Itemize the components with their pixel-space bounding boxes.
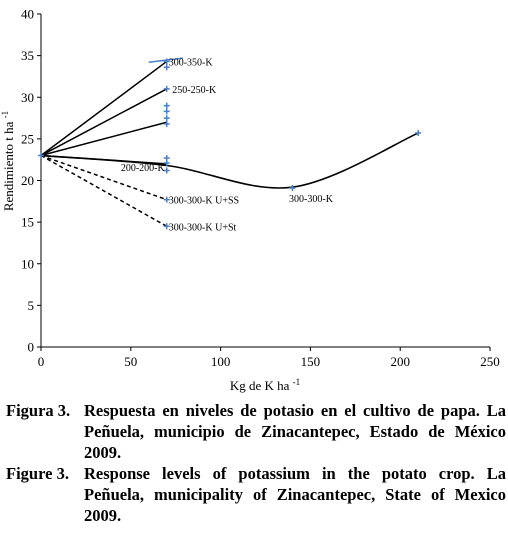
y-tick-label: 40 [21,7,34,22]
data-point-marker [38,152,44,159]
y-tick-label: 15 [21,215,34,230]
x-tick-label: 0 [38,354,45,369]
series-line-300-350-k [40,60,168,157]
data-point-marker [415,130,422,137]
x-tick-label: 100 [211,354,231,369]
series-line-300-300-k-u-ss [40,154,167,201]
y-axis-title: Rendimiento t ha -1 [0,111,16,211]
y-tick-label: 25 [21,131,34,146]
series-annotation-label: 300-300-K [289,194,334,205]
series-line-300-300-k [40,132,419,189]
y-tick-label: 30 [21,90,34,105]
data-point-marker [163,167,170,174]
caption-spanish-number: Figura 3. [6,401,71,420]
data-point-marker [289,184,296,191]
data-point-marker [163,58,170,65]
series-line-250-250-k [40,88,168,157]
data-point-marker [163,108,170,115]
data-point-marker [163,160,170,167]
trend-segment [148,57,183,64]
series-annotation-label: 300-350-K [169,57,214,68]
series-line-300-300-k-u-st [40,154,168,227]
data-point-marker [163,85,170,92]
y-tick-label: 0 [28,340,35,355]
y-tick-label: 10 [21,256,34,271]
y-tick-label: 20 [21,173,34,188]
data-point-marker [163,115,170,122]
data-point-marker [163,196,170,203]
data-point-marker [163,223,170,230]
caption-spanish: Figura 3. Respuesta en niveles de potasi… [6,400,506,463]
x-axis-title-superscript: -1 [293,377,301,387]
series-annotation-label: 300-300-K U+St [169,222,237,233]
figure-caption: Figura 3. Respuesta en niveles de potasi… [6,400,506,526]
x-tick-label: 50 [124,354,137,369]
series-annotation-label: 300-300-K U+SS [169,196,239,207]
caption-english: Figure 3. Response levels of potassium i… [6,463,506,526]
chart: 0 50 100 150 200 250 0 5 10 15 20 25 30 35 40 Kg de K h… [0,7,500,394]
caption-spanish-text: Respuesta en niveles de potasio en el cu… [84,401,506,462]
y-axis-title-superscript: -1 [0,111,10,119]
y-tick-label: 35 [21,48,34,63]
series-line-unlabeled [40,121,167,157]
y-tick-label: 5 [28,298,35,313]
x-tick-label: 250 [480,354,500,369]
x-axis-title: Kg de K ha -1 [230,377,300,393]
data-point-marker [163,120,170,127]
caption-english-number: Figure 3. [6,464,69,483]
x-tick-label: 150 [301,354,321,369]
x-tick-label: 200 [390,354,410,369]
caption-english-text: Response levels of potassium in the pota… [84,464,506,525]
series-annotation-label: 250-250-K [172,85,217,96]
data-point-marker [163,102,170,109]
series-annotation-label: 200-200-K [121,163,166,174]
data-point-marker [163,64,170,71]
